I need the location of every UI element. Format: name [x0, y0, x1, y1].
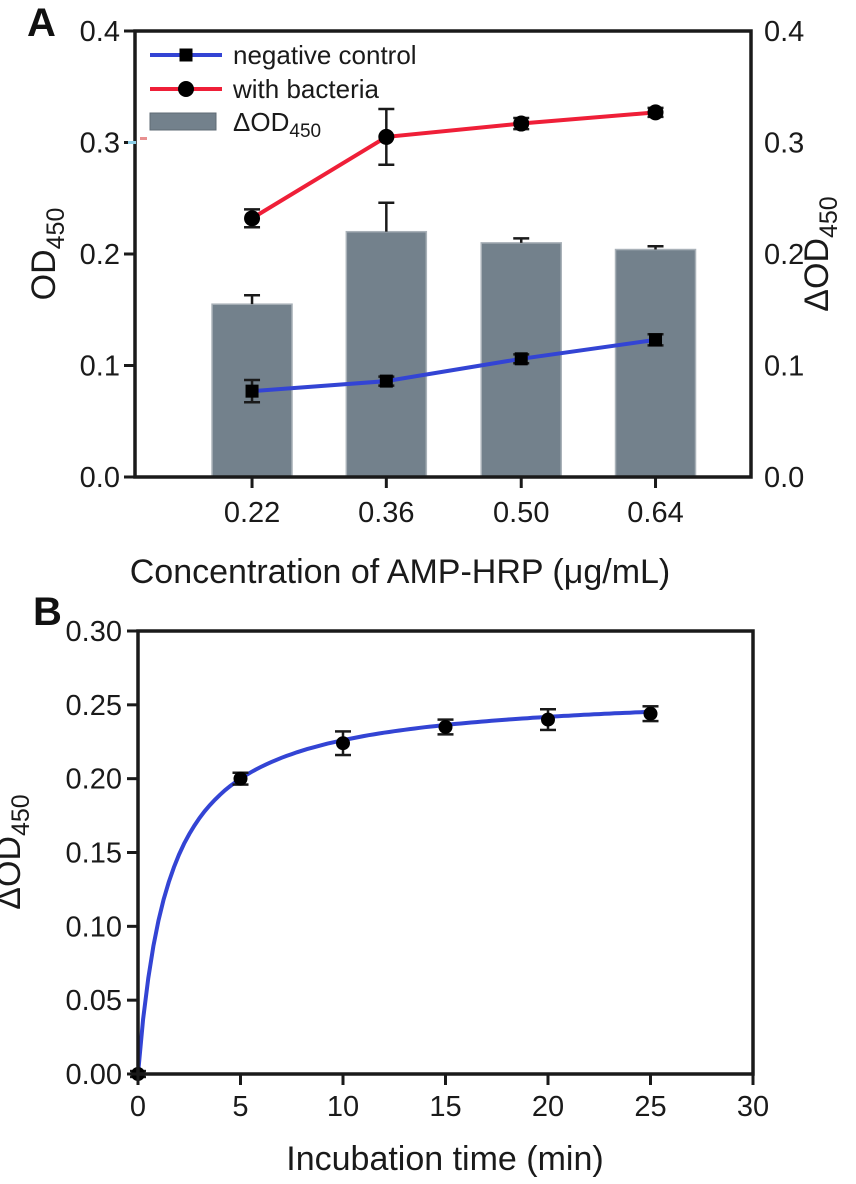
data-point-marker	[649, 333, 663, 347]
legend-square-marker-icon	[179, 48, 193, 62]
data-point-marker	[643, 706, 658, 721]
legend-label: ΔOD450	[233, 107, 321, 142]
line-series-circle	[244, 104, 664, 229]
bar	[345, 230, 428, 478]
series-line	[251, 110, 656, 221]
data-point-marker	[513, 115, 530, 132]
x-tick-label: 0.50	[493, 497, 549, 529]
y-axis-title-left: OD450	[25, 208, 70, 301]
plot-frame-b	[136, 629, 755, 1076]
y-axis-title-b: ΔOD450	[0, 794, 35, 909]
line-series-square	[244, 333, 664, 404]
panel-b-label: B	[33, 590, 62, 634]
x-axis-title-a: Concentration of AMP-HRP (μg/mL)	[130, 553, 671, 591]
fit-curve	[136, 709, 651, 1075]
y-tick-label-left: 0.1	[80, 351, 120, 383]
x-tick-label: 15	[429, 1091, 461, 1123]
x-axis-title-b: Incubation time (min)	[286, 1140, 603, 1178]
panel-a-chart: 0.0 0.0 0.1 0.1 0.2 0.2 0.3 0.3 0.4 0.4 0.22 0.36 0.…	[25, 16, 843, 591]
data-point-marker	[647, 104, 664, 121]
legend-bar-swatch	[149, 112, 217, 131]
data-point-marker	[438, 719, 453, 734]
x-tick-label: 5	[232, 1091, 248, 1123]
bar-series-dod450	[211, 201, 697, 478]
x-tick-label: 0.36	[358, 497, 414, 529]
y-tick-label: 0.05	[66, 985, 122, 1017]
bar	[614, 248, 697, 478]
y-tick-label: 0.20	[66, 764, 122, 796]
legend-label: negative control	[233, 40, 417, 70]
y-tick-label-left: 0.2	[80, 239, 120, 271]
series-line	[251, 337, 656, 394]
y-tick-label: 0.30	[66, 616, 122, 648]
legend-label: with bacteria	[232, 74, 379, 104]
data-point-marker	[541, 712, 555, 727]
y-tick-label: 0.15	[66, 838, 122, 870]
y-tick-label-left: 0.3	[80, 128, 120, 160]
panel-b-chart: 0.00 0.05 0.10 0.15 0.20 0.25 0.30 0 5 10 15 20 25 30…	[0, 616, 769, 1178]
y-tick-label-left: 0.4	[80, 16, 120, 48]
data-points	[130, 705, 659, 1081]
data-point-marker	[336, 736, 350, 751]
y-tick-label-right: 0.4	[764, 16, 804, 48]
data-point-marker	[378, 128, 395, 145]
y-tick-label-right: 0.0	[764, 462, 804, 494]
legend-circle-marker-icon	[178, 81, 194, 97]
data-point-marker	[379, 374, 393, 388]
y-axis-title-right: ΔOD450	[798, 196, 843, 311]
x-tick-label: 30	[737, 1091, 769, 1123]
data-point-marker	[244, 210, 261, 227]
y-tick-label: 0.00	[66, 1059, 122, 1091]
stray-artifact-mark	[128, 141, 136, 144]
stray-artifact-mark	[140, 137, 147, 140]
y-tick-label: 0.25	[66, 690, 122, 722]
x-tick-label: 0	[130, 1091, 146, 1123]
data-point-marker	[245, 384, 259, 398]
x-tick-label: 25	[634, 1091, 666, 1123]
x-tick-label: 10	[327, 1091, 359, 1123]
x-tick-label: 0.64	[627, 497, 683, 529]
x-tick-label: 0.22	[224, 497, 280, 529]
y-tick-label-right: 0.2	[764, 239, 804, 271]
y-tick-label-right: 0.3	[764, 128, 804, 160]
x-tick-label: 20	[532, 1091, 564, 1123]
y-tick-label: 0.10	[66, 911, 122, 943]
y-tick-label-left: 0.0	[80, 462, 120, 494]
y-tick-label-right: 0.1	[764, 351, 804, 383]
data-point-marker	[514, 352, 528, 366]
panel-a-label: A	[27, 1, 56, 45]
data-point-marker	[233, 771, 248, 786]
